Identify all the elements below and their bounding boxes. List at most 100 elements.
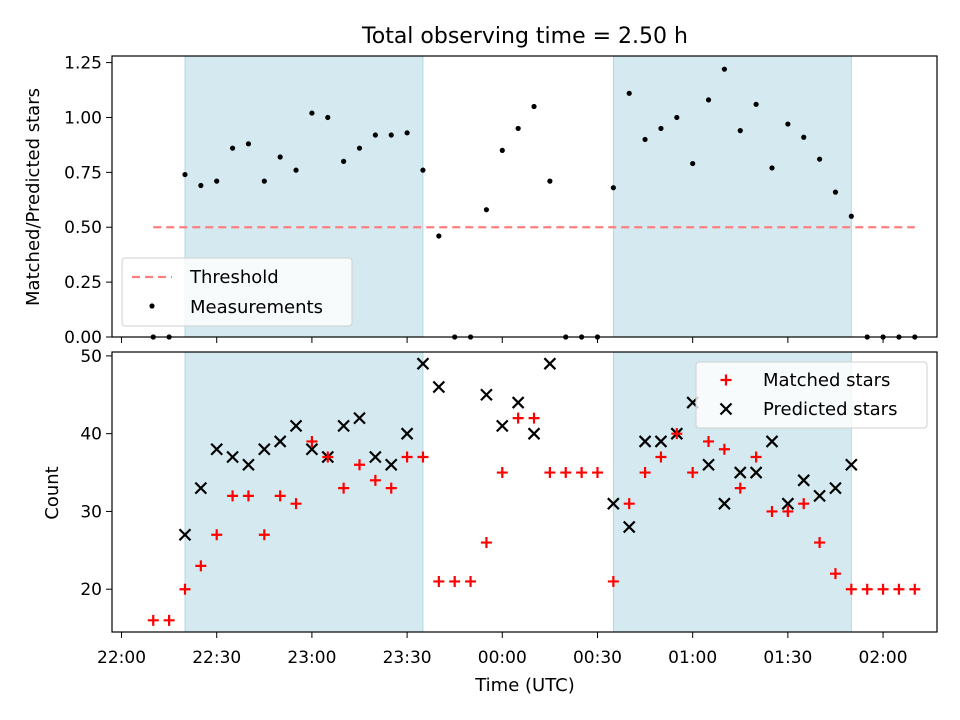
predicted-star-point bbox=[337, 419, 350, 433]
measurement-point bbox=[515, 125, 521, 132]
count-x-axis: 22:00 22:30 23:00 23:30 00:00 00:30 01:00 01:30… bbox=[97, 632, 908, 668]
measurement-point bbox=[801, 134, 807, 140]
predicted-series bbox=[178, 357, 858, 542]
predicted-star-point bbox=[733, 466, 747, 479]
measurement-point bbox=[261, 178, 267, 184]
threshold-legend-label: Threshold bbox=[189, 267, 279, 288]
y-tick-label: 30 bbox=[80, 502, 102, 522]
measurements-series bbox=[150, 66, 918, 340]
y-tick-label: 40 bbox=[80, 425, 102, 445]
predicted-star-point bbox=[622, 520, 636, 534]
predicted-star-point bbox=[416, 357, 430, 370]
count-legend-box bbox=[695, 361, 928, 429]
matched-legend-label: Matched stars bbox=[763, 370, 890, 391]
matched-star-point bbox=[877, 583, 889, 595]
predicted-star-point bbox=[749, 466, 763, 479]
matched-star-point bbox=[338, 482, 350, 494]
matched-star-point bbox=[544, 467, 556, 479]
matched-star-point bbox=[512, 412, 524, 424]
predicted-star-point bbox=[480, 388, 493, 402]
matched-star-point bbox=[718, 443, 730, 455]
measurement-point bbox=[816, 156, 823, 162]
predicted-star-point bbox=[432, 380, 446, 394]
matched-star-point bbox=[798, 498, 810, 510]
predicted-star-point bbox=[638, 435, 652, 448]
measurement-point bbox=[420, 167, 426, 173]
matched-star-point bbox=[449, 575, 461, 587]
measurement-point bbox=[341, 158, 347, 164]
measurement-point bbox=[737, 128, 743, 134]
count-y-axis: 20 30 40 50 bbox=[80, 347, 112, 600]
matched-star-point bbox=[893, 583, 905, 595]
predicted-star-point bbox=[210, 442, 223, 456]
matched-star-point bbox=[560, 467, 572, 479]
measurement-point bbox=[436, 233, 442, 239]
matched-legend-swatch bbox=[720, 374, 732, 386]
matched-series bbox=[147, 412, 921, 626]
matched-star-point bbox=[369, 474, 381, 486]
y-tick-label: 50 bbox=[80, 347, 102, 367]
predicted-star-point bbox=[765, 435, 779, 448]
x-tick-label: 01:00 bbox=[668, 648, 717, 668]
matched-star-point bbox=[845, 583, 857, 595]
matched-star-point bbox=[227, 490, 239, 502]
measurements-legend-swatch bbox=[149, 303, 155, 309]
matched-star-point bbox=[814, 537, 826, 549]
y-tick-label: 1.25 bbox=[64, 54, 102, 74]
predicted-star-point bbox=[702, 458, 715, 472]
predicted-legend-label: Predicted stars bbox=[763, 399, 897, 420]
predicted-star-point bbox=[829, 481, 842, 495]
matched-star-point bbox=[766, 505, 778, 517]
matched-star-point bbox=[274, 490, 286, 502]
measurement-point bbox=[293, 167, 299, 173]
matched-star-point bbox=[591, 467, 603, 479]
measurement-point bbox=[325, 114, 331, 121]
predicted-star-point bbox=[289, 419, 303, 433]
measurement-point bbox=[182, 171, 188, 178]
measurement-point bbox=[753, 101, 759, 107]
matched-star-point bbox=[576, 467, 588, 479]
measurement-point bbox=[531, 103, 537, 110]
measurement-point bbox=[483, 207, 490, 213]
y-tick-label: 0.50 bbox=[64, 218, 102, 238]
measurement-point bbox=[642, 136, 648, 143]
predicted-star-point bbox=[226, 450, 239, 464]
matched-star-point bbox=[322, 451, 334, 463]
measurement-point bbox=[690, 160, 696, 167]
ratio-legend: Threshold Measurements bbox=[121, 257, 353, 327]
matched-star-point bbox=[242, 490, 254, 502]
x-marker bbox=[719, 402, 733, 416]
measurement-point bbox=[769, 165, 775, 171]
measurement-point bbox=[610, 185, 616, 191]
matched-star-point bbox=[671, 428, 683, 440]
y-tick-label: 1.00 bbox=[64, 108, 102, 128]
measurement-point bbox=[705, 97, 712, 103]
measurement-point bbox=[658, 125, 664, 132]
measurement-point bbox=[214, 178, 220, 184]
predicted-star-point bbox=[242, 458, 255, 472]
count-plot-frame bbox=[111, 351, 938, 633]
predicted-legend-swatch bbox=[719, 402, 733, 416]
predicted-star-point bbox=[258, 442, 271, 456]
predicted-star-point bbox=[797, 474, 811, 487]
x-tick-label: 22:00 bbox=[97, 648, 146, 668]
ratio-y-axis-label: Matched/Predicted stars bbox=[23, 88, 44, 306]
x-axis-label: Time (UTC) bbox=[474, 675, 575, 696]
observing-window-band bbox=[612, 55, 852, 338]
x-tick-label: 01:30 bbox=[763, 648, 812, 668]
measurement-point bbox=[832, 189, 839, 195]
matched-star-point bbox=[163, 614, 175, 626]
ratio-x-ticks bbox=[121, 337, 884, 343]
matched-star-point bbox=[829, 568, 841, 580]
measurement-point bbox=[547, 178, 553, 184]
measurement-point bbox=[245, 141, 252, 147]
matched-star-point bbox=[258, 529, 270, 541]
matched-star-point bbox=[687, 467, 699, 479]
predicted-star-point bbox=[273, 435, 287, 448]
predicted-star-point bbox=[400, 427, 414, 440]
matched-star-point bbox=[465, 575, 477, 587]
predicted-star-point bbox=[353, 411, 366, 425]
x-tick-label: 23:00 bbox=[287, 648, 336, 668]
matched-star-point bbox=[861, 583, 873, 595]
